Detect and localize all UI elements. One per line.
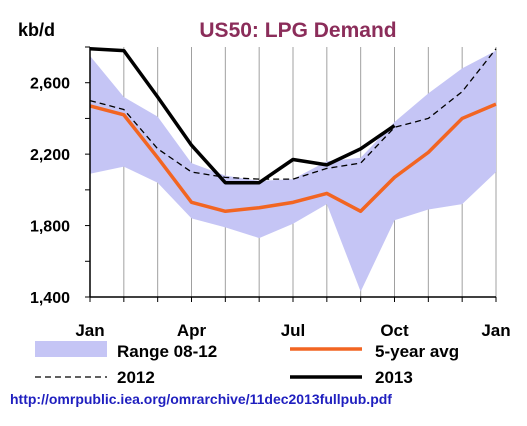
legend: Range 08-12 5-year avg 2012 2013: [35, 341, 459, 387]
x-tick-label: Jan: [75, 321, 104, 340]
series-line-2012: [89, 48, 497, 180]
axes: [85, 46, 497, 302]
range-band: [90, 50, 496, 292]
series-lines-layer: [89, 47, 497, 214]
y-tick-label: 1,400: [30, 290, 70, 307]
x-tick-labels: Jan Apr Jul Oct Jan: [75, 321, 510, 340]
y-tick-label: 2,600: [30, 76, 70, 93]
x-tick-label: Oct: [380, 321, 409, 340]
legend-range-08-12-swatch: [35, 341, 107, 357]
source-link[interactable]: http://omrpublic.iea.org/omrarchive/11de…: [10, 391, 392, 407]
legend-2013-label: 2013: [375, 368, 413, 387]
x-tick-label: Jan: [481, 321, 510, 340]
range-band-layer: [90, 50, 496, 292]
x-tick-label: Apr: [177, 321, 207, 340]
x-tick-label: Jul: [281, 321, 306, 340]
series-line-5-year-avg: [89, 102, 497, 214]
unit-label: kb/d: [18, 20, 55, 40]
chart-title: US50: LPG Demand: [199, 19, 396, 42]
y-tick-label: 1,800: [30, 219, 70, 236]
y-tick-label: 2,200: [30, 147, 70, 164]
y-tick-labels: 1,400 1,800 2,200 2,600: [30, 76, 70, 307]
legend-2012-label: 2012: [117, 368, 155, 387]
legend-5-year-avg-label: 5-year avg: [375, 342, 459, 361]
series-line-2013: [89, 47, 396, 185]
legend-range-08-12-label: Range 08-12: [117, 342, 217, 361]
